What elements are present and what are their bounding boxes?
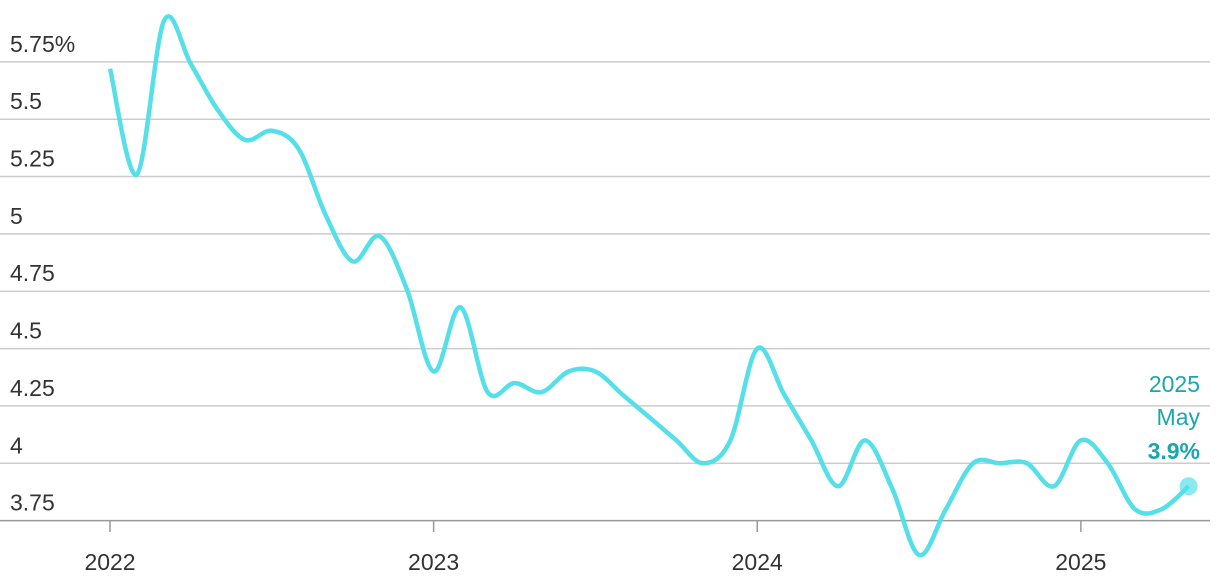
x-tick-label: 2022 xyxy=(84,549,135,575)
y-tick-label: 5 xyxy=(10,203,23,229)
y-tick-label: 4.5 xyxy=(10,318,42,344)
x-tick-label: 2025 xyxy=(1055,549,1106,575)
annotation-year: 2025 xyxy=(1149,371,1200,397)
y-tick-label: 4 xyxy=(10,432,23,458)
end-point xyxy=(1179,477,1198,496)
y-tick-label: 5.5 xyxy=(10,88,42,114)
y-tick-label: 5.25 xyxy=(10,146,55,172)
y-tick-label: 3.75 xyxy=(10,490,55,516)
y-tick-label: 4.75 xyxy=(10,260,55,286)
y-tick-label: 4.25 xyxy=(10,375,55,401)
x-tick-label: 2024 xyxy=(732,549,783,575)
y-tick-label: 5.75% xyxy=(10,31,75,57)
annotation-value: 3.9% xyxy=(1148,438,1200,464)
x-tick-label: 2023 xyxy=(408,549,459,575)
annotation-month: May xyxy=(1157,404,1201,430)
line xyxy=(107,14,1191,558)
